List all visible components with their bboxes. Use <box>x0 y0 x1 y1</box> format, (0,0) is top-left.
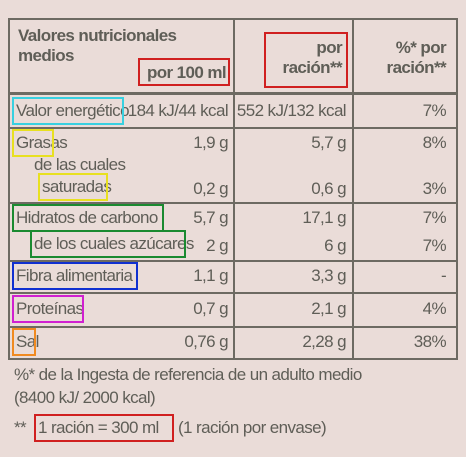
table-border <box>456 18 458 360</box>
row-label: Fibra alimentaria <box>16 266 133 285</box>
row-label: Proteínas <box>16 299 84 318</box>
row-label: de los cuales azúcares <box>34 234 194 253</box>
highlight-box <box>264 32 348 88</box>
table-border <box>8 18 10 360</box>
row-value: 4% <box>422 299 447 318</box>
row-value: 3% <box>422 179 447 198</box>
row-value: 2 g <box>206 236 228 255</box>
column-line <box>352 18 354 360</box>
highlight-box <box>12 295 84 323</box>
row-label: Valor energético <box>16 101 130 120</box>
footer-text: ** <box>14 418 27 437</box>
footer-portion: 1 ración = 300 ml <box>38 418 159 437</box>
row-value: 2,28 g <box>302 332 346 351</box>
row-value: 3,3 g <box>311 266 346 285</box>
row-value: - <box>440 266 447 285</box>
header-col1: por 100 ml <box>146 63 227 82</box>
highlight-box <box>138 58 230 86</box>
row-value: 1,1 g <box>193 266 228 285</box>
highlight-box <box>38 173 108 201</box>
highlight-box <box>12 328 36 356</box>
row-value: 7% <box>422 236 447 255</box>
column-line <box>233 18 235 360</box>
highlight-box <box>12 262 138 290</box>
row-value: 552 kJ/132 kcal <box>236 101 347 120</box>
row-label: saturadas <box>42 177 112 196</box>
row-value: 0,2 g <box>193 179 228 198</box>
header-col3: %* por ración** <box>386 38 447 77</box>
row-value: 184 kJ/44 kcal <box>127 101 229 120</box>
footer-text: (1 ración por envase) <box>178 418 327 437</box>
row-label: Sal <box>16 332 39 351</box>
footer-text: %* de la Ingesta de referencia de un adu… <box>14 365 362 384</box>
row-value: 2,1 g <box>311 299 346 318</box>
row-value: 0,76 g <box>184 332 228 351</box>
highlight-box <box>30 230 186 258</box>
row-value: 0,7 g <box>193 299 228 318</box>
row-value: 5,7 g <box>311 133 346 152</box>
row-value: 6 g <box>324 236 346 255</box>
row-label: Hidratos de carbono <box>16 208 158 227</box>
row-value: 7% <box>422 208 447 227</box>
row-value: 8% <box>422 133 447 152</box>
row-value: 0,6 g <box>311 179 346 198</box>
highlight-box <box>12 97 124 125</box>
row-value: 1,9 g <box>193 133 228 152</box>
row-label: de las cuales <box>34 155 126 174</box>
header-col2: por ración** <box>282 38 343 77</box>
highlight-box <box>12 129 54 157</box>
header-title: Valores nutricionales medios <box>18 26 177 65</box>
row-value: 17,1 g <box>302 208 346 227</box>
footer-text: (8400 kJ/ 2000 kcal) <box>14 388 156 407</box>
row-value: 5,7 g <box>193 208 228 227</box>
row-label: Grasas <box>16 133 68 152</box>
highlight-box <box>34 414 174 442</box>
row-value: 38% <box>413 332 447 351</box>
row-value: 7% <box>422 101 447 120</box>
